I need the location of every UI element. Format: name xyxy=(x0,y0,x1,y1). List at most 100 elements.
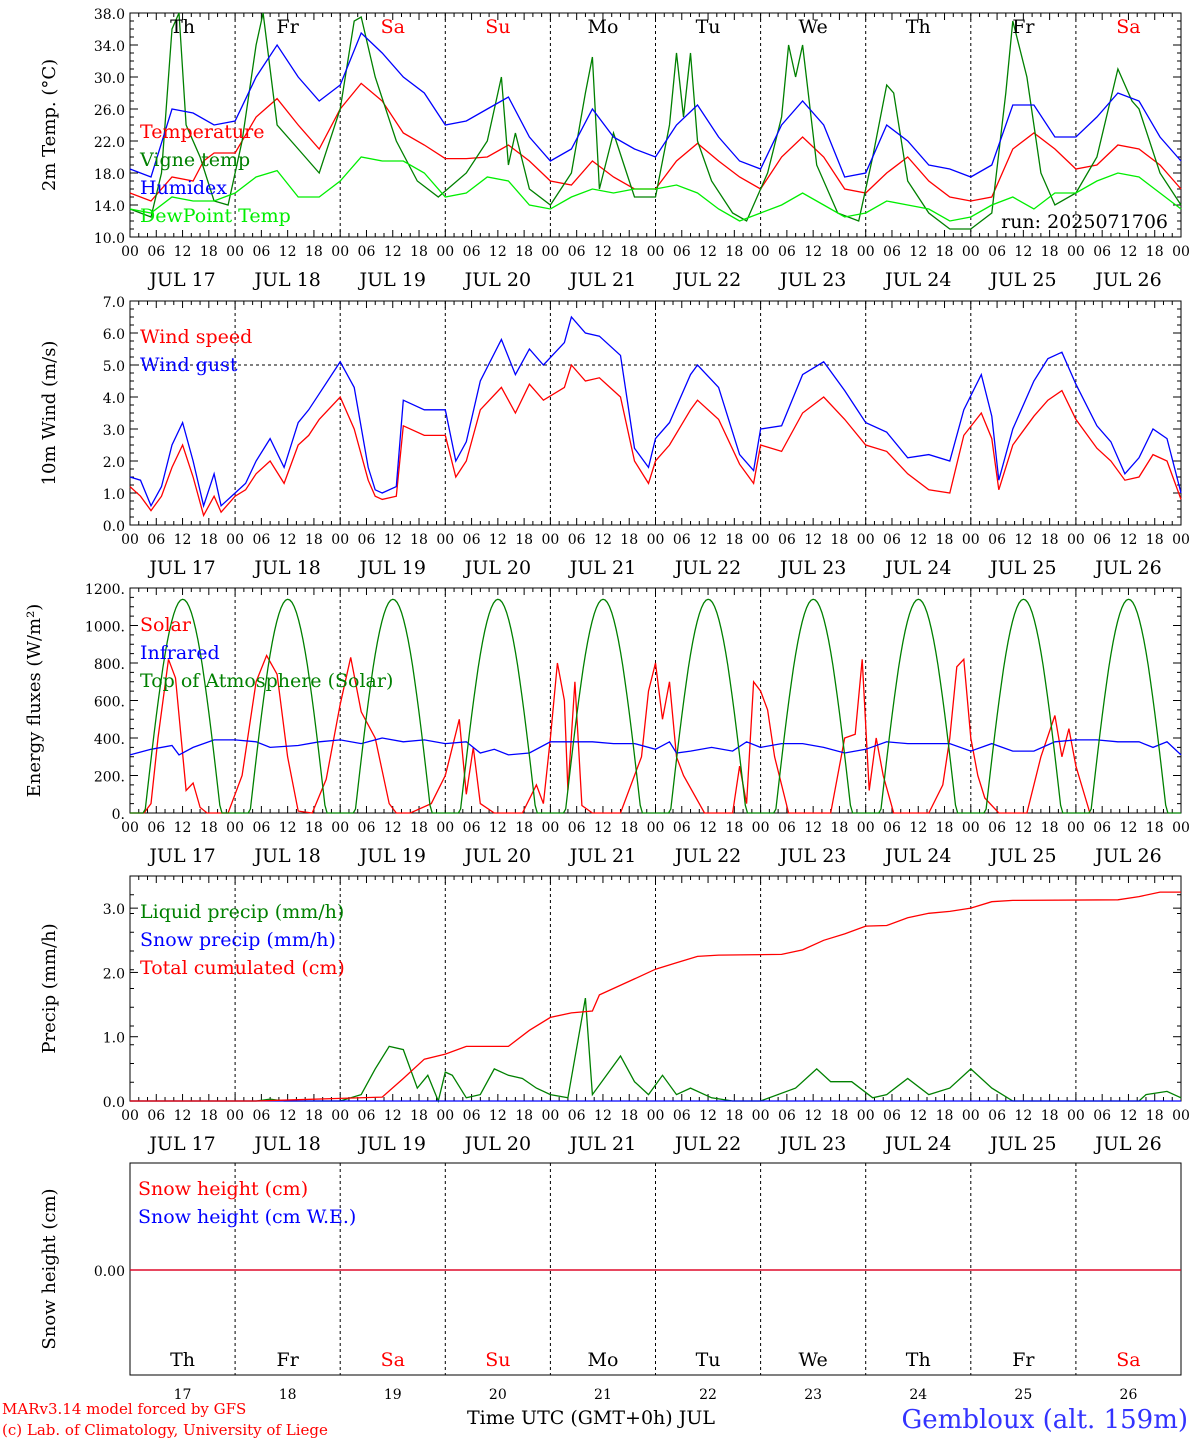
hour-tick-label: 12 xyxy=(174,820,192,836)
hour-tick-label: 06 xyxy=(673,1108,691,1124)
hour-tick-label: 06 xyxy=(883,1108,901,1124)
hour-tick-label: 12 xyxy=(384,244,402,260)
y-axis-label: Precip (mm/h) xyxy=(39,923,60,1053)
hour-tick-label: 18 xyxy=(620,244,638,260)
y-axis-label: Energy fluxes (W/m²) xyxy=(24,604,45,798)
hour-tick-label: 18 xyxy=(200,532,218,548)
hour-tick-label: 06 xyxy=(1093,244,1111,260)
hour-tick-label: 12 xyxy=(594,244,612,260)
legend-entry: Snow height (cm W.E.) xyxy=(138,1206,356,1228)
y-axis-label: 2m Temp. (°C) xyxy=(39,59,60,191)
legend-entry: Liquid precip (mm/h) xyxy=(140,901,344,923)
weekday-label: We xyxy=(799,1349,828,1371)
weekday-label: Su xyxy=(485,1349,510,1371)
weekday-label: Fr xyxy=(277,16,300,38)
hour-tick-label: 18 xyxy=(200,1108,218,1124)
y-tick-label: 3.0 xyxy=(103,423,125,439)
date-label: JUL 18 xyxy=(252,557,320,579)
day-number-label: 25 xyxy=(1014,1387,1032,1403)
hour-tick-label: 12 xyxy=(1120,820,1138,836)
hour-tick-label: 18 xyxy=(515,1108,533,1124)
hour-tick-label: 18 xyxy=(831,532,849,548)
hour-tick-label: 12 xyxy=(174,532,192,548)
hour-tick-label: 06 xyxy=(568,820,586,836)
hour-tick-label: 00 xyxy=(857,244,875,260)
day-number-label: 20 xyxy=(489,1387,507,1403)
copyright-credit: (c) Lab. of Climatology, University of L… xyxy=(2,1421,328,1439)
weekday-label: We xyxy=(799,16,828,38)
legend-entry: Wind speed xyxy=(140,326,252,348)
hour-tick-label: 18 xyxy=(410,532,428,548)
date-label: JUL 19 xyxy=(358,1133,426,1155)
hour-tick-label: 00 xyxy=(331,532,349,548)
y-tick-label: 1.0 xyxy=(103,487,125,503)
hour-tick-label: 12 xyxy=(489,820,507,836)
date-label: JUL 20 xyxy=(463,845,531,867)
hour-tick-label: 00 xyxy=(647,244,665,260)
y-tick-label: 1.0 xyxy=(103,1031,125,1047)
hour-tick-label: 00 xyxy=(1172,532,1190,548)
date-label: JUL 23 xyxy=(778,1133,846,1155)
date-label: JUL 18 xyxy=(252,269,320,291)
series-humidex xyxy=(129,31,1182,178)
hour-tick-label: 18 xyxy=(620,1108,638,1124)
hour-tick-label: 18 xyxy=(1146,244,1164,260)
y-tick-label: 2.0 xyxy=(103,455,125,471)
hour-tick-label: 00 xyxy=(436,532,454,548)
hour-tick-label: 12 xyxy=(804,820,822,836)
hour-tick-label: 06 xyxy=(673,244,691,260)
hour-tick-label: 06 xyxy=(358,532,376,548)
date-label: JUL 18 xyxy=(252,1133,320,1155)
series-dewpoint-temp xyxy=(129,156,1182,222)
hour-tick-label: 00 xyxy=(121,244,139,260)
hour-tick-label: 00 xyxy=(752,820,770,836)
hour-tick-label: 00 xyxy=(541,244,559,260)
date-label: JUL 26 xyxy=(1093,269,1161,291)
date-label: JUL 25 xyxy=(988,557,1056,579)
hour-tick-label: 00 xyxy=(331,244,349,260)
hour-tick-label: 00 xyxy=(226,532,244,548)
date-label: JUL 23 xyxy=(778,557,846,579)
hour-tick-label: 00 xyxy=(647,820,665,836)
hour-tick-label: 18 xyxy=(200,244,218,260)
y-tick-label: 3.0 xyxy=(103,902,125,918)
hour-tick-label: 18 xyxy=(1041,244,1059,260)
y-tick-label: 0.00 xyxy=(94,1264,125,1280)
hour-tick-label: 00 xyxy=(541,820,559,836)
hour-tick-label: 06 xyxy=(252,532,270,548)
legend-entry: Humidex xyxy=(140,177,227,199)
hour-tick-label: 00 xyxy=(752,244,770,260)
hour-tick-label: 12 xyxy=(909,1108,927,1124)
legend-entry: Wind gust xyxy=(140,354,238,376)
hour-tick-label: 00 xyxy=(962,532,980,548)
hour-tick-label: 12 xyxy=(1014,820,1032,836)
hour-tick-label: 18 xyxy=(515,532,533,548)
hour-tick-label: 18 xyxy=(936,820,954,836)
hour-tick-label: 18 xyxy=(410,820,428,836)
hour-tick-label: 06 xyxy=(568,532,586,548)
hour-tick-label: 06 xyxy=(568,1108,586,1124)
legend-entry: Snow height (cm) xyxy=(138,1178,308,1200)
hour-tick-label: 06 xyxy=(1093,1108,1111,1124)
station-label: Gembloux (alt. 159m) xyxy=(902,1405,1188,1435)
hour-tick-label: 00 xyxy=(647,532,665,548)
hour-tick-label: 18 xyxy=(831,820,849,836)
hour-tick-label: 12 xyxy=(1014,532,1032,548)
legend-entry: Temperature xyxy=(140,121,264,143)
hour-tick-label: 06 xyxy=(147,1108,165,1124)
hour-tick-label: 06 xyxy=(463,532,481,548)
series-layer xyxy=(129,12,1182,1271)
hour-tick-label: 12 xyxy=(384,820,402,836)
date-label: JUL 19 xyxy=(358,845,426,867)
y-axis-label: 10m Wind (m/s) xyxy=(39,341,60,486)
y-tick-label: 0. xyxy=(112,807,125,823)
hour-tick-label: 06 xyxy=(568,244,586,260)
hour-tick-label: 00 xyxy=(1172,820,1190,836)
hour-tick-label: 06 xyxy=(778,820,796,836)
hour-tick-label: 00 xyxy=(1172,244,1190,260)
hour-tick-label: 06 xyxy=(463,244,481,260)
hour-tick-label: 12 xyxy=(174,1108,192,1124)
hour-tick-label: 18 xyxy=(1146,1108,1164,1124)
hour-tick-label: 06 xyxy=(252,820,270,836)
day-number-label: 24 xyxy=(909,1387,927,1403)
